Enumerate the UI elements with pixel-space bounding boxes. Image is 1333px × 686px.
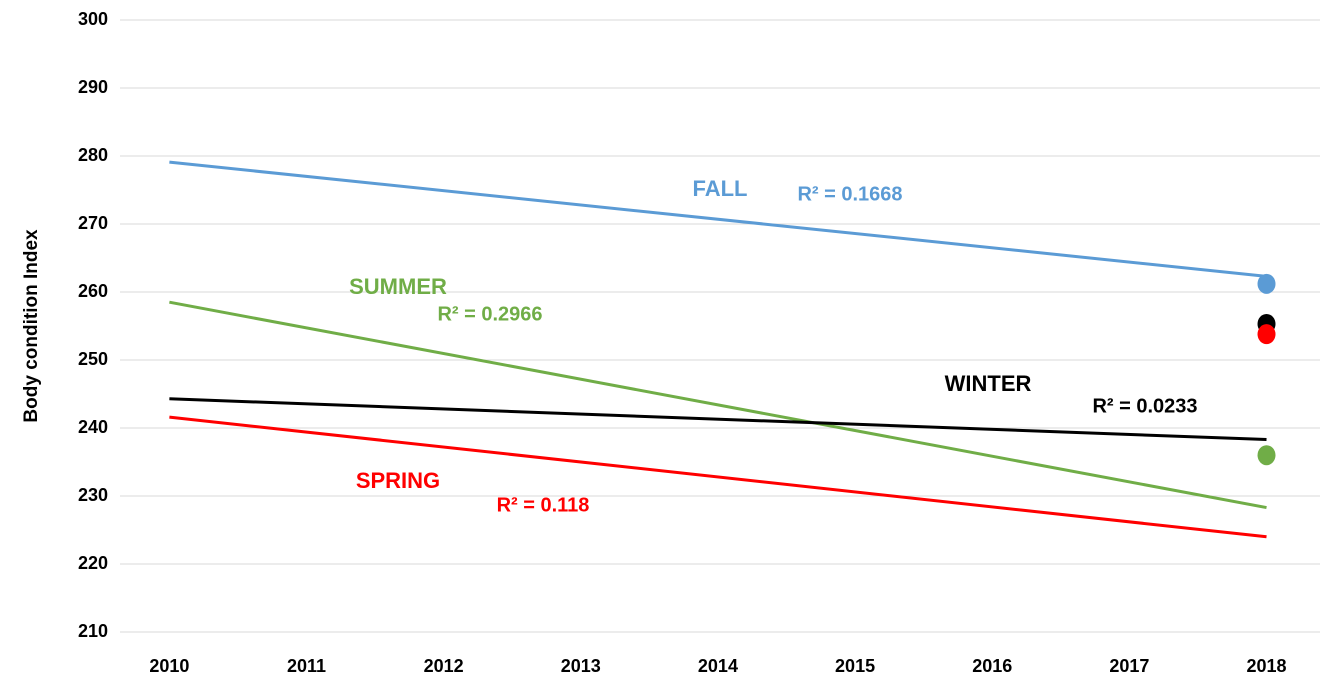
- y-tick-label: 250: [78, 349, 108, 369]
- y-tick-label: 280: [78, 145, 108, 165]
- y-tick-label: 290: [78, 77, 108, 97]
- x-tick-label: 2017: [1109, 656, 1149, 676]
- y-tick-label: 260: [78, 281, 108, 301]
- x-tick-label: 2011: [287, 656, 326, 676]
- x-tick-label: 2015: [835, 656, 875, 676]
- trend-line: [169, 397, 1267, 442]
- y-tick-label: 270: [78, 213, 108, 233]
- r2-label: R² = 0.0233: [1092, 395, 1197, 417]
- x-tick-label: 2018: [1246, 656, 1286, 676]
- x-tick-label: 2012: [424, 656, 464, 676]
- y-tick-label: 230: [78, 485, 108, 505]
- data-point: [1257, 273, 1276, 294]
- r2-label: R² = 0.118: [497, 494, 590, 516]
- r2-label: R² = 0.2966: [437, 303, 542, 325]
- y-tick-label: 300: [78, 9, 108, 29]
- y-tick-label: 240: [78, 417, 108, 437]
- y-tick-label: 210: [78, 621, 108, 641]
- data-point: [1257, 445, 1276, 466]
- series-label: WINTER: [945, 371, 1032, 396]
- series-label: SPRING: [356, 468, 440, 493]
- y-tick-label: 220: [78, 553, 108, 573]
- x-tick-label: 2010: [149, 656, 189, 676]
- x-tick-label: 2013: [561, 656, 601, 676]
- series-label: SUMMER: [349, 274, 447, 299]
- trend-line: [169, 160, 1267, 278]
- trend-line: [169, 300, 1267, 510]
- data-point: [1257, 324, 1276, 345]
- x-tick-label: 2016: [972, 656, 1012, 676]
- series-label: FALL: [693, 176, 748, 201]
- r2-label: R² = 0.1668: [797, 183, 902, 205]
- y-axis-title: Body condition Index: [21, 229, 42, 423]
- trend-line: [169, 415, 1267, 539]
- x-tick-label: 2014: [698, 656, 738, 676]
